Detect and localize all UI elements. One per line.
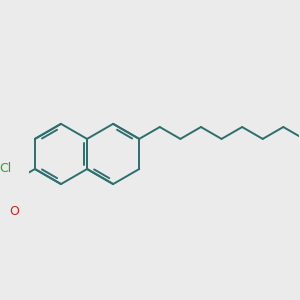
Text: O: O — [9, 206, 19, 218]
Text: Cl: Cl — [0, 162, 11, 176]
